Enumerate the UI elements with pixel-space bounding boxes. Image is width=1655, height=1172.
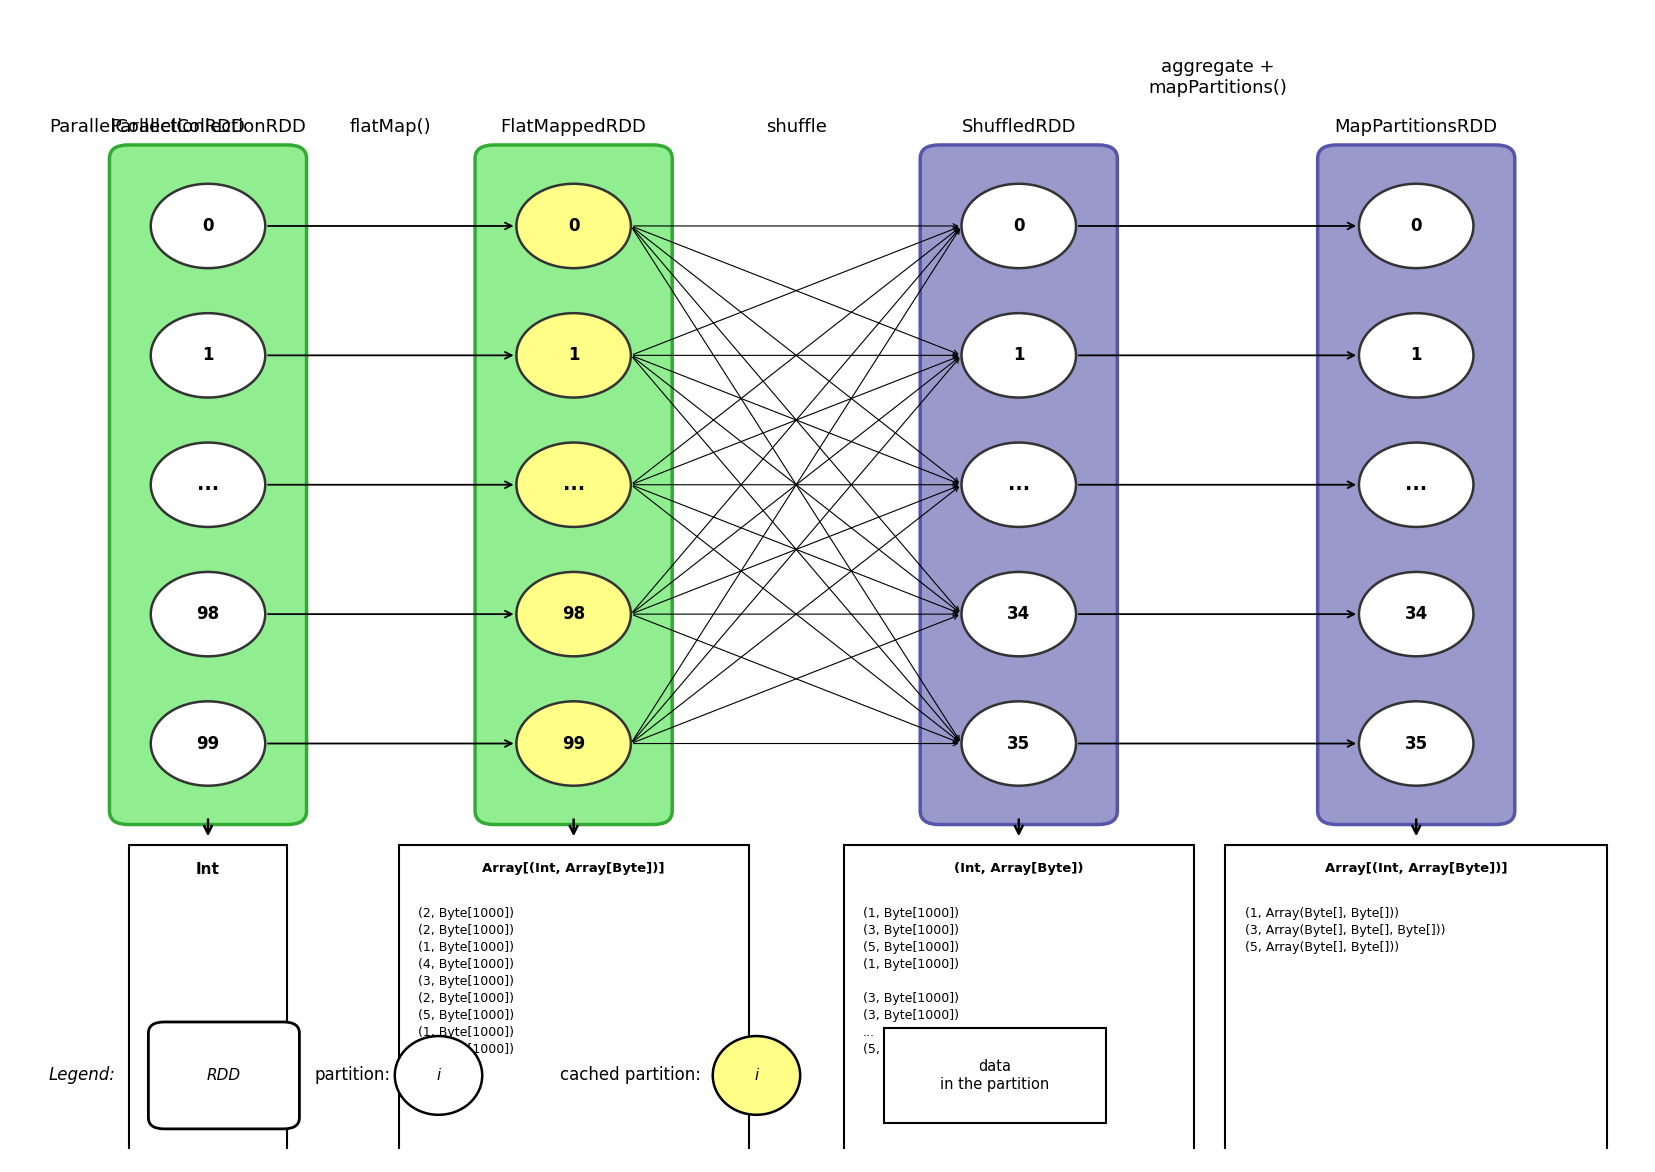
- FancyBboxPatch shape: [884, 1028, 1106, 1123]
- Ellipse shape: [151, 701, 265, 785]
- Ellipse shape: [151, 443, 265, 527]
- Text: (2, Byte[1000])
(2, Byte[1000])
(1, Byte[1000])
(4, Byte[1000])
(3, Byte[1000])
: (2, Byte[1000]) (2, Byte[1000]) (1, Byte…: [417, 907, 513, 1056]
- Ellipse shape: [151, 184, 265, 268]
- Ellipse shape: [516, 184, 631, 268]
- Text: 99: 99: [561, 735, 584, 752]
- Text: ParallelCollectionRDD: ParallelCollectionRDD: [109, 118, 306, 136]
- Text: partition:: partition:: [314, 1067, 391, 1084]
- Text: 34: 34: [1006, 605, 1029, 624]
- Text: FlatMappedRDD: FlatMappedRDD: [500, 118, 645, 136]
- Text: Array[(Int, Array[Byte])]: Array[(Int, Array[Byte])]: [1324, 861, 1506, 874]
- Text: Array[(Int, Array[Byte])]: Array[(Int, Array[Byte])]: [482, 861, 665, 874]
- Text: i: i: [437, 1068, 440, 1083]
- Text: 35: 35: [1006, 735, 1029, 752]
- FancyBboxPatch shape: [844, 845, 1193, 1172]
- Text: ...: ...: [1405, 475, 1427, 495]
- Text: ShuffledRDD: ShuffledRDD: [962, 118, 1076, 136]
- FancyBboxPatch shape: [475, 145, 672, 825]
- Text: 98: 98: [561, 605, 584, 624]
- Ellipse shape: [712, 1036, 799, 1115]
- Ellipse shape: [394, 1036, 482, 1115]
- Text: 34: 34: [1403, 605, 1427, 624]
- Text: 1: 1: [1013, 347, 1024, 364]
- Ellipse shape: [516, 313, 631, 397]
- Text: Legend:: Legend:: [50, 1067, 116, 1084]
- Ellipse shape: [962, 701, 1076, 785]
- Text: 35: 35: [1403, 735, 1427, 752]
- Text: ...: ...: [197, 475, 218, 495]
- Ellipse shape: [962, 572, 1076, 656]
- Ellipse shape: [1359, 572, 1473, 656]
- Ellipse shape: [151, 313, 265, 397]
- Text: 0: 0: [568, 217, 579, 234]
- FancyBboxPatch shape: [920, 145, 1117, 825]
- FancyBboxPatch shape: [149, 1022, 300, 1129]
- Text: ...: ...: [563, 475, 584, 495]
- Text: 99: 99: [197, 1061, 218, 1078]
- Text: Int: Int: [195, 861, 220, 877]
- FancyBboxPatch shape: [1317, 145, 1514, 825]
- Text: 1: 1: [568, 347, 579, 364]
- Text: RDD: RDD: [207, 1068, 242, 1083]
- Ellipse shape: [1359, 313, 1473, 397]
- Ellipse shape: [151, 572, 265, 656]
- Ellipse shape: [962, 313, 1076, 397]
- Text: shuffle: shuffle: [765, 118, 826, 136]
- Text: ParallelCollectionRDD: ParallelCollectionRDD: [50, 118, 245, 136]
- Ellipse shape: [962, 184, 1076, 268]
- Text: 0: 0: [1013, 217, 1024, 234]
- FancyBboxPatch shape: [1225, 845, 1605, 1172]
- Text: i: i: [755, 1068, 758, 1083]
- Text: ...: ...: [1008, 475, 1029, 495]
- Ellipse shape: [516, 443, 631, 527]
- FancyBboxPatch shape: [129, 845, 288, 1172]
- Text: 99: 99: [197, 735, 220, 752]
- Text: flatMap(): flatMap(): [349, 118, 432, 136]
- Text: (Int, Array[Byte]): (Int, Array[Byte]): [953, 861, 1082, 874]
- Text: cached partition:: cached partition:: [559, 1067, 700, 1084]
- Text: (1, Array(Byte[], Byte[]))
(3, Array(Byte[], Byte[], Byte[]))
(5, Array(Byte[], : (1, Array(Byte[], Byte[])) (3, Array(Byt…: [1245, 907, 1445, 954]
- FancyBboxPatch shape: [109, 145, 306, 825]
- Ellipse shape: [1359, 701, 1473, 785]
- Text: data
in the partition: data in the partition: [940, 1059, 1049, 1091]
- Ellipse shape: [1359, 443, 1473, 527]
- Text: 0: 0: [202, 217, 213, 234]
- Text: 1: 1: [1410, 347, 1422, 364]
- Text: (1, Byte[1000])
(3, Byte[1000])
(5, Byte[1000])
(1, Byte[1000])

(3, Byte[1000]): (1, Byte[1000]) (3, Byte[1000]) (5, Byte…: [862, 907, 958, 1056]
- Text: aggregate +
mapPartitions(): aggregate + mapPartitions(): [1147, 57, 1286, 96]
- Ellipse shape: [516, 701, 631, 785]
- FancyBboxPatch shape: [399, 845, 748, 1172]
- Text: 1: 1: [202, 347, 213, 364]
- Ellipse shape: [516, 572, 631, 656]
- Ellipse shape: [962, 443, 1076, 527]
- Ellipse shape: [1359, 184, 1473, 268]
- Text: 0: 0: [1410, 217, 1422, 234]
- Text: 98: 98: [197, 605, 220, 624]
- Text: MapPartitionsRDD: MapPartitionsRDD: [1334, 118, 1496, 136]
